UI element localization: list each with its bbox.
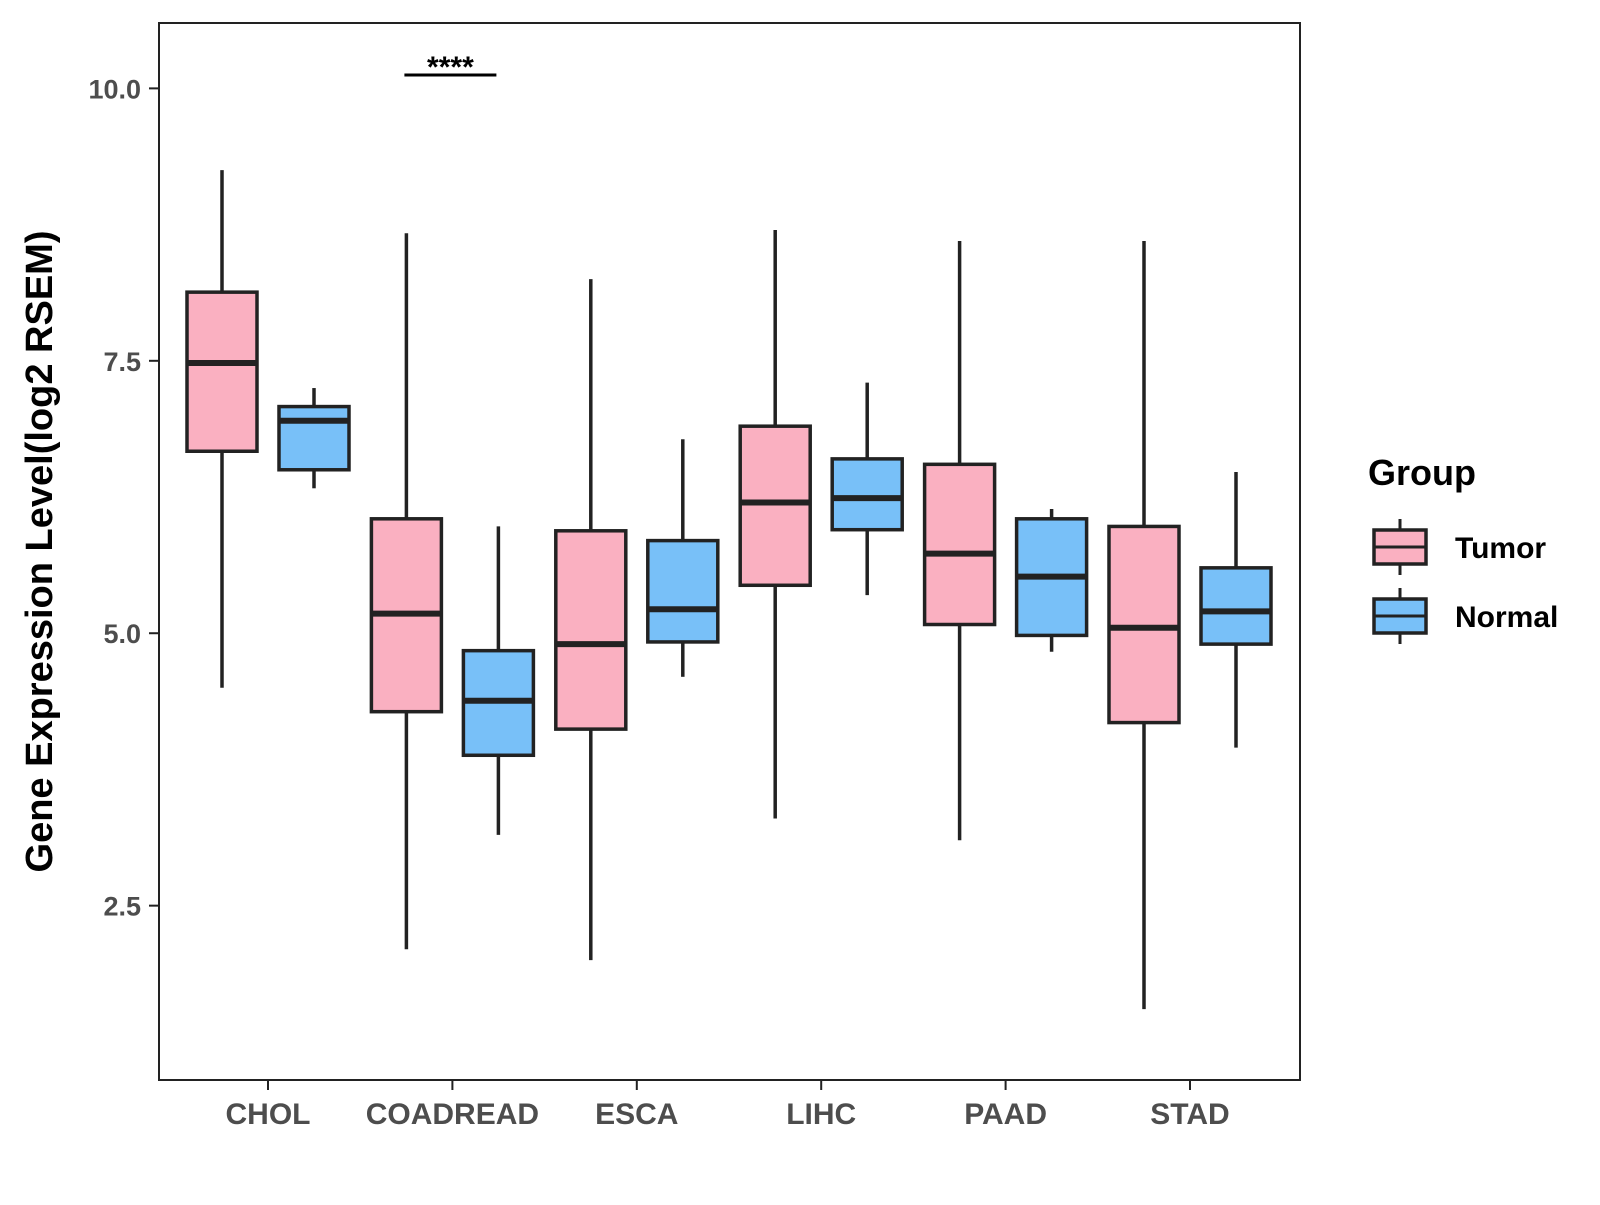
y-axis-title: Gene Expression Level(log2 RSEM)	[19, 231, 61, 873]
legend-key-tumor	[1372, 519, 1428, 575]
box-stad-tumor	[1107, 240, 1181, 1010]
x-tick-label-coadread: COADREAD	[366, 1098, 539, 1131]
x-tick-label-paad: PAAD	[964, 1098, 1047, 1131]
x-tick-label-lihc: LIHC	[786, 1098, 856, 1131]
legend-title: Group	[1368, 452, 1476, 493]
legend-label-normal: Normal	[1455, 601, 1558, 634]
box-coadread-tumor	[369, 233, 444, 950]
box-iqr	[1199, 566, 1273, 646]
box-iqr	[738, 424, 812, 588]
axes: 2.5 5.0 7.5 10.0 CHOL COADREAD ESCA LIHC PAAD STA…	[19, 22, 1301, 1131]
x-tick-label-stad: STAD	[1150, 1098, 1229, 1131]
box-iqr	[830, 457, 904, 532]
y-tick-label: 5.0	[103, 619, 141, 649]
x-tick-label-chol: CHOL	[226, 1098, 311, 1131]
significance-label: ****	[427, 51, 474, 84]
box-lihc-normal	[830, 382, 904, 596]
box-iqr	[922, 462, 997, 627]
box-lihc-tumor	[738, 230, 812, 819]
plot-area: ****	[185, 51, 1273, 1010]
box-iqr	[646, 538, 720, 644]
box-esca-tumor	[554, 279, 628, 961]
box-iqr	[1107, 524, 1181, 725]
legend-label-tumor: Tumor	[1455, 532, 1546, 565]
box-esca-normal	[646, 439, 720, 677]
box-chol-normal	[277, 388, 351, 489]
box-paad-normal	[1014, 509, 1089, 652]
box-chol-tumor	[185, 170, 259, 688]
x-tick-label-esca: ESCA	[595, 1098, 678, 1131]
box-paad-tumor	[922, 240, 997, 841]
box-stad-normal	[1199, 471, 1273, 748]
legend: Group Tumor Normal	[1368, 452, 1558, 644]
box-coadread-normal	[461, 526, 536, 835]
box-iqr	[554, 529, 628, 731]
plot-panel-border	[158, 22, 1301, 1081]
y-tick-label: 2.5	[103, 892, 141, 922]
legend-key-normal	[1372, 588, 1428, 644]
box-iqr	[185, 290, 259, 453]
y-tick-label: 10.0	[88, 74, 141, 104]
box-iqr	[277, 404, 351, 472]
y-tick-label: 7.5	[103, 347, 141, 377]
